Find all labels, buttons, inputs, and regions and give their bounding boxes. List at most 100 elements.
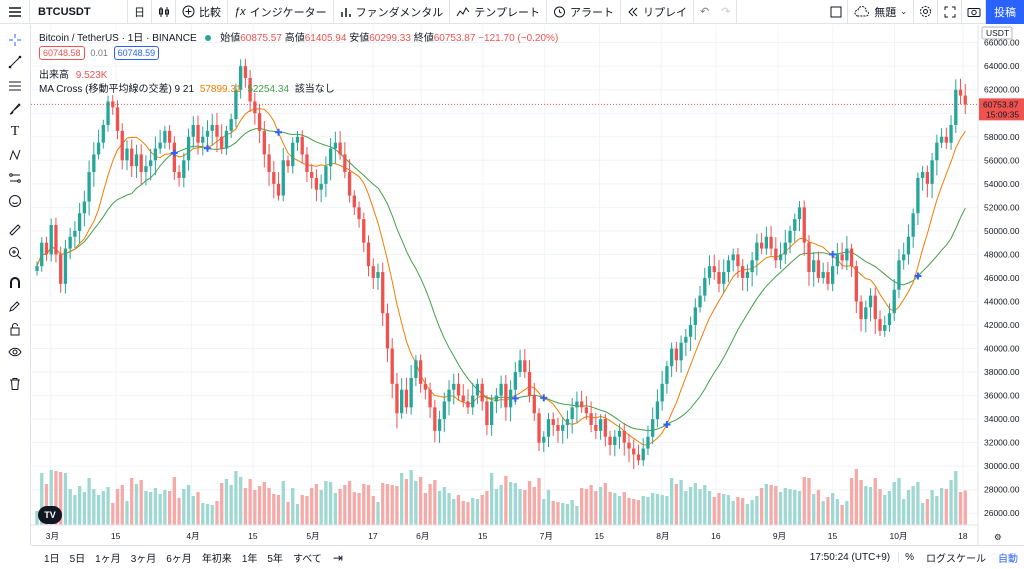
range-5[interactable]: 年初来: [201, 554, 232, 565]
ma-cross-marker: [829, 250, 837, 258]
range-7[interactable]: 5年: [267, 554, 283, 565]
trendline-tool[interactable]: [6, 53, 24, 71]
magnet-tool[interactable]: [6, 274, 24, 292]
volume-bar: [759, 488, 764, 525]
gear-icon: [920, 6, 931, 17]
candle: [319, 183, 323, 190]
symbol-search[interactable]: BTCUSDT: [30, 0, 128, 24]
candle: [338, 142, 342, 155]
crosshair-tool[interactable]: [6, 31, 24, 49]
volume-bar: [144, 491, 148, 525]
range-2[interactable]: 1ヶ月: [95, 554, 121, 565]
last-price-badge: [979, 98, 1024, 121]
candle: [49, 225, 53, 255]
volume-bar: [220, 483, 224, 525]
fullscreen-button[interactable]: [938, 0, 962, 24]
delete-tool[interactable]: [6, 375, 24, 393]
candle: [54, 225, 58, 255]
candle: [537, 413, 541, 443]
interval-button[interactable]: 日: [128, 0, 152, 24]
volume-bar: [366, 485, 371, 525]
clock[interactable]: 17:50:24 (UTC+9): [809, 552, 891, 563]
range-0[interactable]: 1日: [44, 554, 60, 565]
fib-tool[interactable]: [6, 77, 24, 95]
template-icon: [456, 6, 470, 16]
price-chart[interactable]: 66000.0064000.0062000.0060000.0058000.00…: [31, 25, 1024, 545]
range-8[interactable]: すべて: [292, 554, 322, 565]
candle: [158, 142, 162, 149]
lock-tool[interactable]: [6, 320, 24, 338]
volume-bar: [821, 501, 825, 525]
volume-bar: [594, 491, 598, 525]
layout-select-button[interactable]: [824, 0, 849, 24]
candle: [475, 383, 480, 396]
snapshot-button[interactable]: [962, 0, 986, 24]
volume-bar: [608, 492, 612, 525]
range-4[interactable]: 6ヶ月: [166, 554, 192, 565]
volume-bar: [684, 491, 688, 525]
rewind-icon: [628, 7, 638, 16]
volume-bar: [485, 491, 489, 525]
volume-bar: [958, 492, 963, 525]
time-tick-label: 15: [248, 531, 258, 541]
candle: [499, 383, 503, 396]
ma-cross-marker: [540, 394, 548, 402]
volume-bar: [826, 497, 830, 525]
currency-badge: [981, 26, 1013, 40]
candle: [63, 248, 68, 284]
candle: [840, 254, 844, 261]
candle: [224, 130, 229, 149]
percent-toggle[interactable]: %: [898, 552, 920, 563]
candle: [887, 313, 892, 325]
prediction-tool[interactable]: [6, 169, 24, 187]
candle: [305, 154, 309, 173]
ma-cross-marker: [663, 421, 671, 429]
brush-tool[interactable]: [6, 100, 24, 118]
replay-button[interactable]: リプレイ: [621, 0, 694, 24]
redo-button[interactable]: ↷: [715, 0, 738, 24]
goto-date-icon[interactable]: ⇥: [332, 550, 343, 565]
templates-button[interactable]: テンプレート: [450, 0, 547, 24]
chart-type-button[interactable]: [152, 0, 176, 24]
undo-button[interactable]: ↶: [694, 0, 715, 24]
indicators-button[interactable]: ƒx インジケーター: [228, 0, 334, 24]
publish-button[interactable]: 投稿: [986, 0, 1024, 24]
candle: [262, 130, 266, 155]
auto-toggle[interactable]: 自動: [998, 554, 1018, 565]
candle: [575, 401, 579, 408]
range-1[interactable]: 5日: [69, 554, 86, 565]
zoom-tool[interactable]: [6, 244, 24, 262]
fundamentals-button[interactable]: ファンダメンタル: [334, 0, 451, 24]
layout-name[interactable]: 無題 ⌄: [848, 0, 914, 24]
countdown-label: 15:09:35: [986, 109, 1019, 119]
buy-price[interactable]: 60748.59: [113, 46, 160, 60]
range-3[interactable]: 3ヶ月: [130, 554, 157, 565]
candle: [949, 125, 953, 143]
menu-button[interactable]: [0, 0, 30, 24]
volume-bar: [149, 492, 153, 525]
compare-button[interactable]: 比較: [176, 0, 228, 24]
text-tool[interactable]: T: [6, 123, 24, 141]
candle: [490, 401, 494, 425]
alert-button[interactable]: アラート: [547, 0, 621, 24]
price-tick-label: 36000.00: [984, 391, 1020, 401]
candle: [906, 236, 911, 255]
volume-bar: [712, 497, 716, 525]
log-toggle[interactable]: ログスケール: [926, 554, 986, 565]
candle: [471, 395, 475, 408]
range-6[interactable]: 1年: [241, 554, 258, 565]
measure-tool[interactable]: [6, 221, 24, 239]
volume-bar: [40, 473, 44, 525]
candle: [641, 448, 645, 461]
candle: [665, 366, 669, 384]
icon-tool[interactable]: [6, 192, 24, 210]
settings-button[interactable]: [914, 0, 938, 24]
hide-tool[interactable]: [6, 343, 24, 361]
volume-bar: [92, 489, 96, 525]
stay-drawing-tool[interactable]: [6, 297, 24, 315]
candle: [731, 254, 735, 261]
pattern-tool[interactable]: [6, 146, 24, 164]
menu-icon: [8, 6, 21, 17]
sell-price[interactable]: 60748.58: [39, 46, 85, 60]
candle: [300, 136, 304, 155]
